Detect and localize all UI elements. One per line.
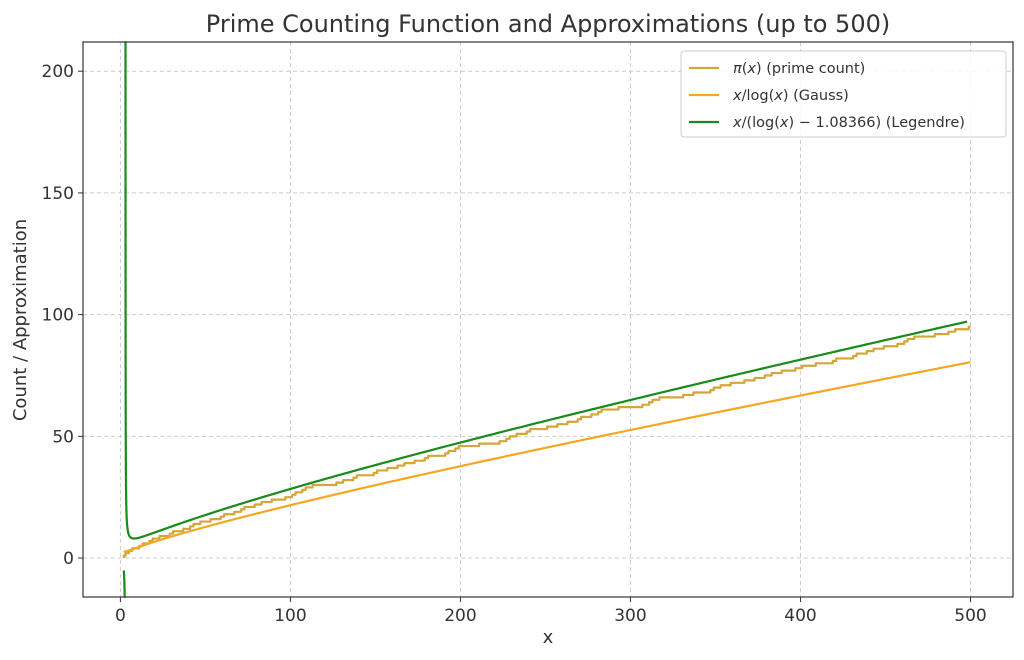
legend-entry-1: x/log(x) (Gauss) xyxy=(732,88,849,104)
legend: π(x) (prime count) x/log(x) (Gauss) x/(log… xyxy=(680,50,1007,138)
x-tick-label: 300 xyxy=(614,606,646,626)
y-tick-label: 200 xyxy=(42,62,74,82)
y-tick-label: 150 xyxy=(42,184,74,204)
y-axis-label: Count / Approximation xyxy=(10,219,31,421)
chart-title: Prime Counting Function and Approximatio… xyxy=(206,10,890,38)
y-tick-label: 0 xyxy=(63,549,74,569)
x-tick-label: 200 xyxy=(444,606,476,626)
plot-frame xyxy=(82,41,1014,598)
y-tick-label: 50 xyxy=(52,427,74,447)
x-tick-label: 0 xyxy=(115,606,126,626)
x-axis-label: x xyxy=(543,627,554,648)
series-line-1 xyxy=(123,361,971,553)
axis-ticks: 0 100 200 300 400 500 0 50 100 150 200 xyxy=(42,62,987,626)
legend-entry-0: π(x) (prime count) xyxy=(733,61,865,77)
legend-entry-2: x/(log(x) − 1.08366) (Legendre) xyxy=(732,115,965,131)
y-tick-label: 100 xyxy=(42,306,74,326)
x-tick-label: 100 xyxy=(274,606,306,626)
x-tick-label: 500 xyxy=(954,606,986,626)
legend-box xyxy=(680,50,1007,138)
x-tick-label: 400 xyxy=(784,606,816,626)
series-line-0 xyxy=(122,325,971,559)
